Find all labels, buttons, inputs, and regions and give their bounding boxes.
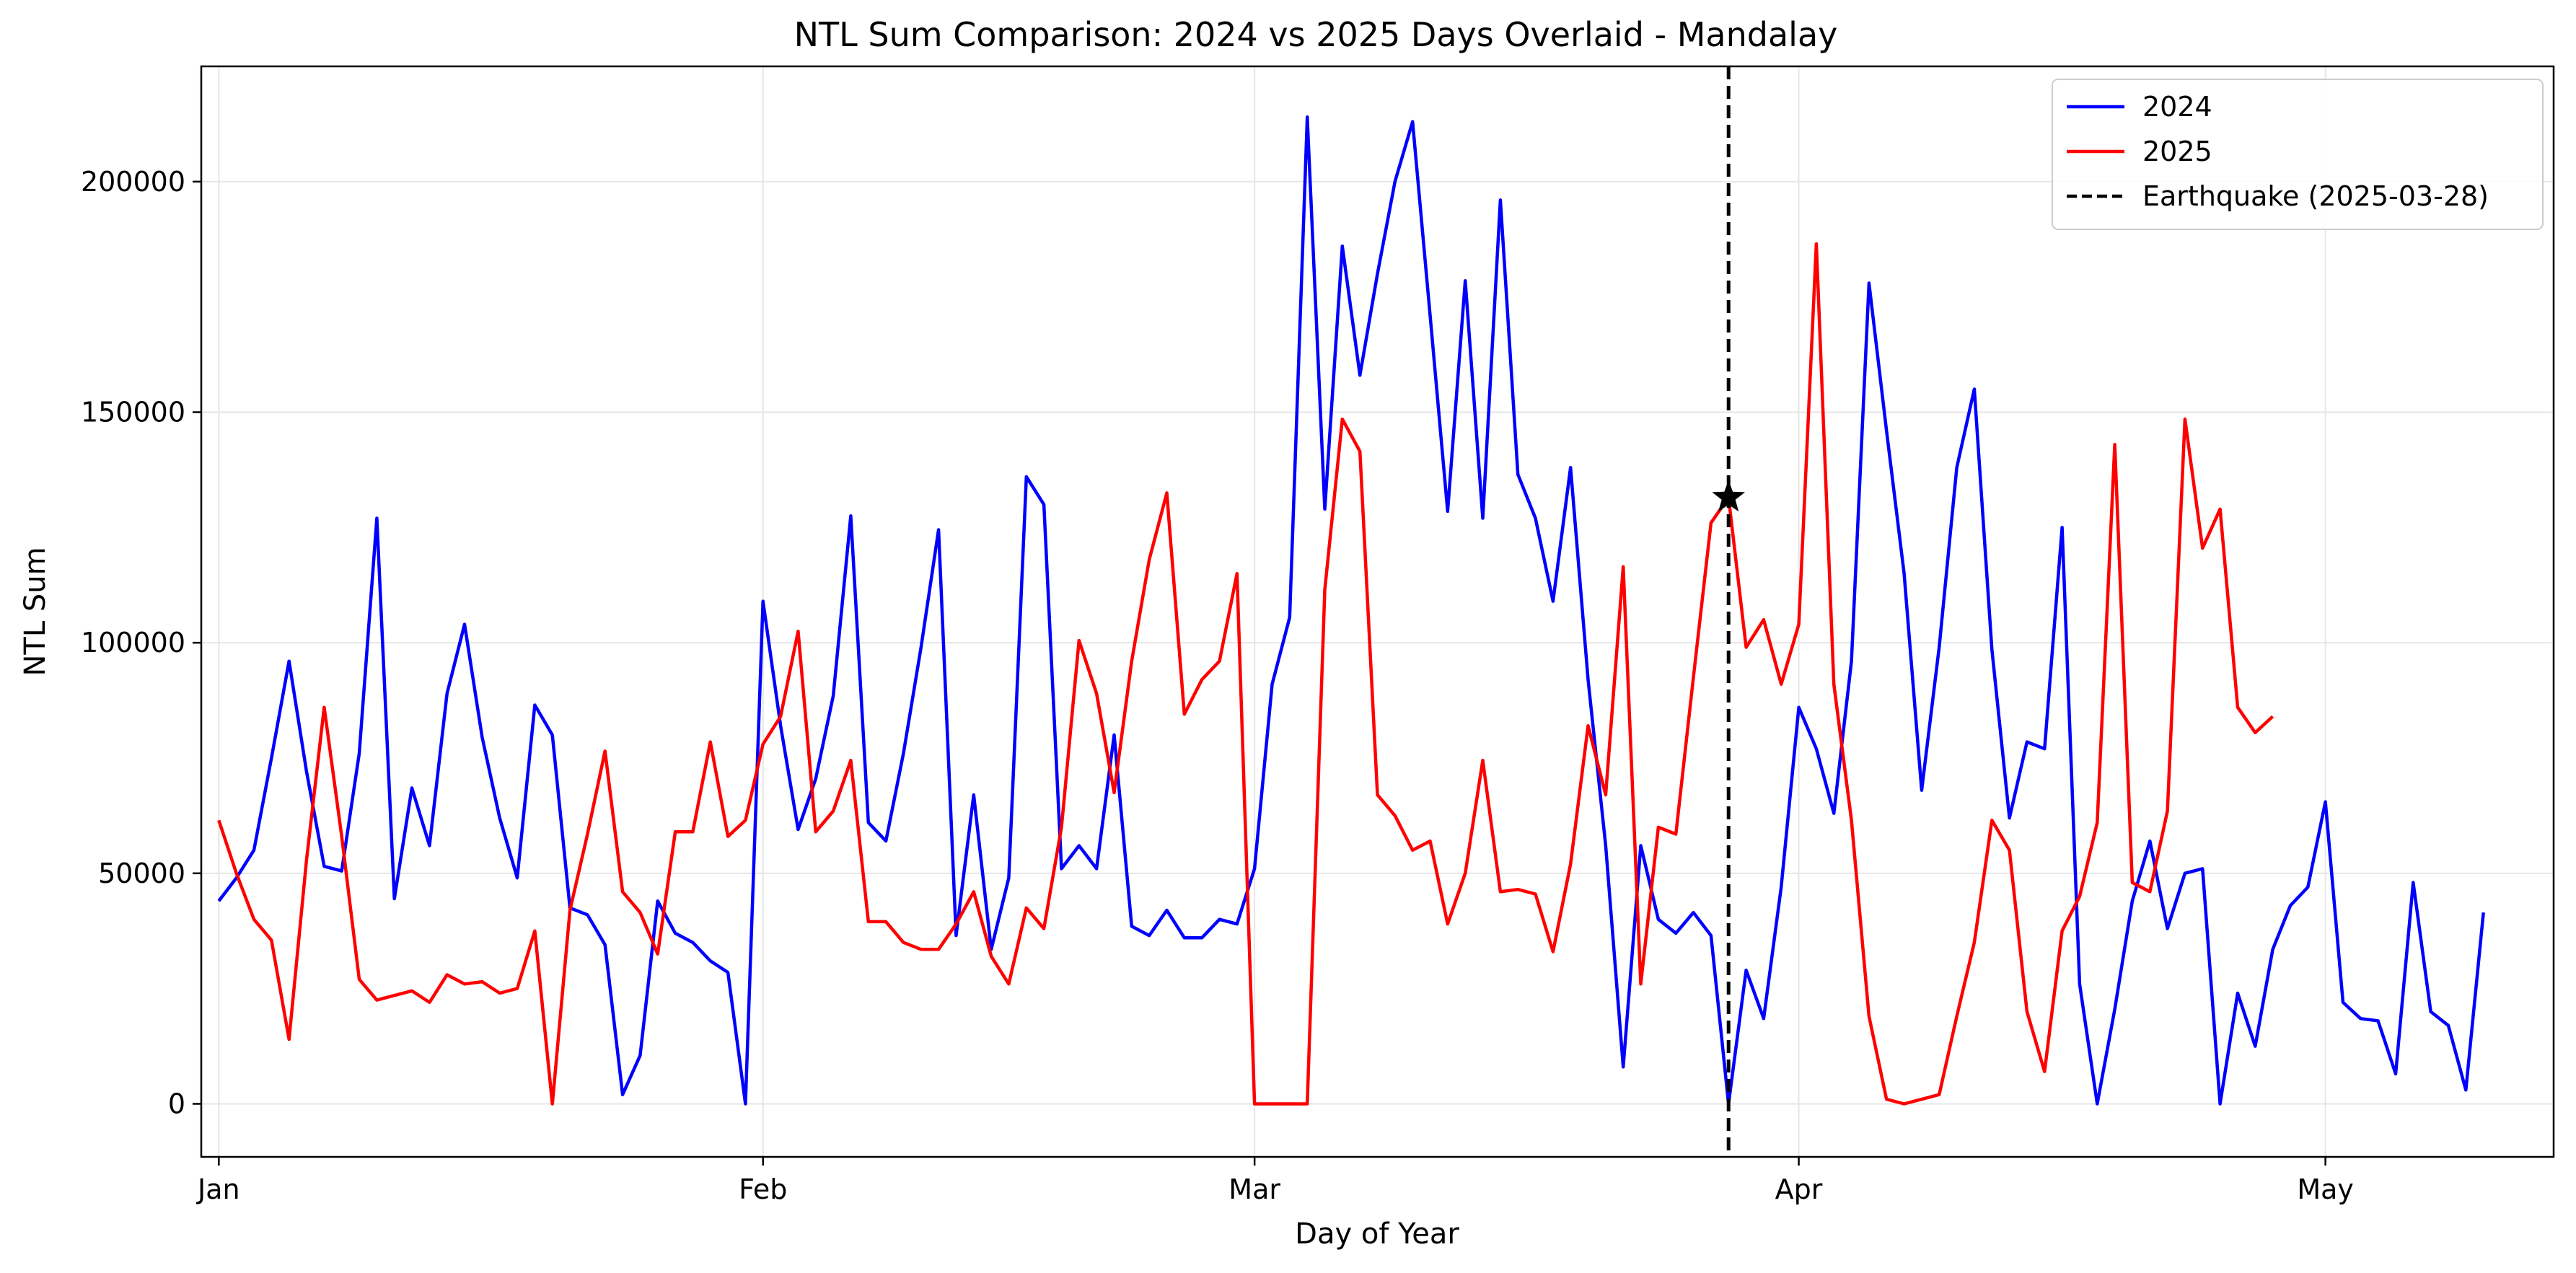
x-axis-label: Day of Year <box>1295 1217 1459 1251</box>
event-marker <box>1712 66 1745 1157</box>
legend-label: 2025 <box>2142 136 2212 167</box>
legend-label: 2024 <box>2142 91 2212 123</box>
x-axis-ticks: Jan Feb Mar Apr May <box>196 1157 2354 1205</box>
y-axis-ticks: 0 50000 100000 150000 200000 <box>81 166 201 1119</box>
earthquake-star-marker <box>1712 480 1745 512</box>
y-tick-label: 150000 <box>81 396 185 428</box>
y-tick-label: 0 <box>168 1088 185 1119</box>
plot-frame <box>200 65 2555 1158</box>
x-tick-label: May <box>2297 1173 2354 1205</box>
chart-title: NTL Sum Comparison: 2024 vs 2025 Days Ov… <box>794 15 1838 54</box>
series-lines <box>217 115 2485 1106</box>
y-tick-label: 200000 <box>81 166 185 198</box>
x-tick-label: Feb <box>739 1173 787 1205</box>
y-tick-label: 100000 <box>81 627 185 658</box>
series-line-2025 <box>217 242 2274 1106</box>
x-tick-label: Jan <box>196 1173 240 1205</box>
legend-box <box>2052 79 2544 230</box>
series-line-2024 <box>217 115 2485 1106</box>
legend: 2024 2025 Earthquake (2025-03-28) <box>2052 79 2544 230</box>
grid-lines <box>201 66 2554 1157</box>
x-tick-label: Mar <box>1228 1173 1280 1205</box>
y-tick-label: 50000 <box>98 858 185 889</box>
legend-label: Earthquake (2025-03-28) <box>2142 180 2489 212</box>
x-tick-label: Apr <box>1775 1173 1823 1205</box>
y-axis-label: NTL Sum <box>19 547 52 676</box>
